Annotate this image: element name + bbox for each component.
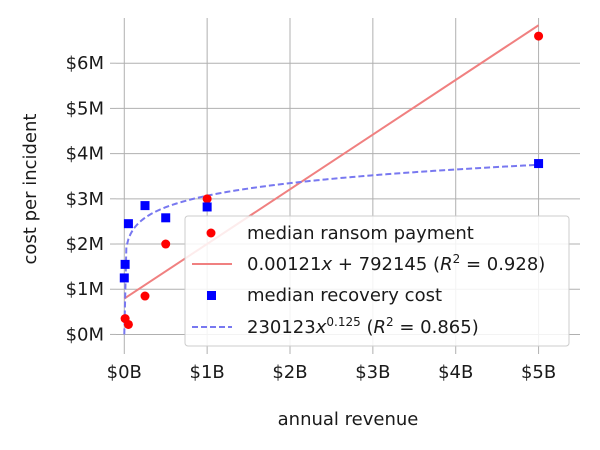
y-tick-label: $1M [66,279,104,300]
power-fit-curve [123,163,539,335]
x-tick-label: $3B [355,362,390,383]
x-tick-label: $2B [272,362,307,383]
y-tick-label: $2M [66,234,104,255]
x-tick-label: $0B [107,362,142,383]
x-tick-label: $1B [190,362,225,383]
recovery-point [534,159,544,169]
ransom-point [123,319,133,329]
x-tick: $0B [107,348,142,383]
y-tick-label: $3M [66,189,104,210]
y-axis-ticks: $0M $1M $2M $3M $4M $5M $6M [66,53,116,345]
recovery-point [161,213,171,223]
x-tick: $3B [355,348,390,383]
y-tick: $3M [66,189,116,210]
recovery-point [140,201,150,211]
y-tick-label: $6M [66,53,104,74]
y-tick-label: $5M [66,98,104,119]
ransom-point [161,239,171,249]
x-axis-label: annual revenue [278,409,419,430]
legend-label-recovery: median recovery cost [247,285,442,306]
legend-label-ransom: median ransom payment [247,223,474,244]
y-tick: $1M [66,279,116,300]
recovery-point [120,259,130,269]
y-tick-label: $0M [66,324,104,345]
ransom-point [140,291,150,301]
y-tick: $6M [66,53,116,74]
x-tick: $4B [438,348,473,383]
legend: median ransom payment 0.00121x + 792145 … [184,215,570,347]
recovery-point [119,273,129,283]
recovery-point [123,219,133,229]
y-tick: $0M [66,324,116,345]
x-tick-label: $5B [521,362,556,383]
y-tick: $4M [66,144,116,165]
x-tick: $1B [190,348,225,383]
legend-marker-ransom [206,228,216,238]
recovery-point [202,202,212,212]
ransom-point [202,194,212,204]
legend-label-power-fit: 230123x0.125 (R2 = 0.865) [247,315,479,338]
legend-label-linear-fit: 0.00121x + 792145 (R2 = 0.928) [247,252,545,275]
y-tick: $5M [66,98,116,119]
x-axis-ticks: $0B $1B $2B $3B $4B $5B [107,348,556,383]
x-tick: $2B [272,348,308,383]
x-tick: $5B [521,348,556,383]
y-axis-label: cost per incident [20,114,41,265]
x-tick-label: $4B [438,362,473,383]
y-tick-label: $4M [66,144,104,165]
ransom-point [534,31,544,41]
y-tick: $2M [66,234,116,255]
legend-marker-recovery [207,291,216,300]
legend-box [184,215,570,347]
